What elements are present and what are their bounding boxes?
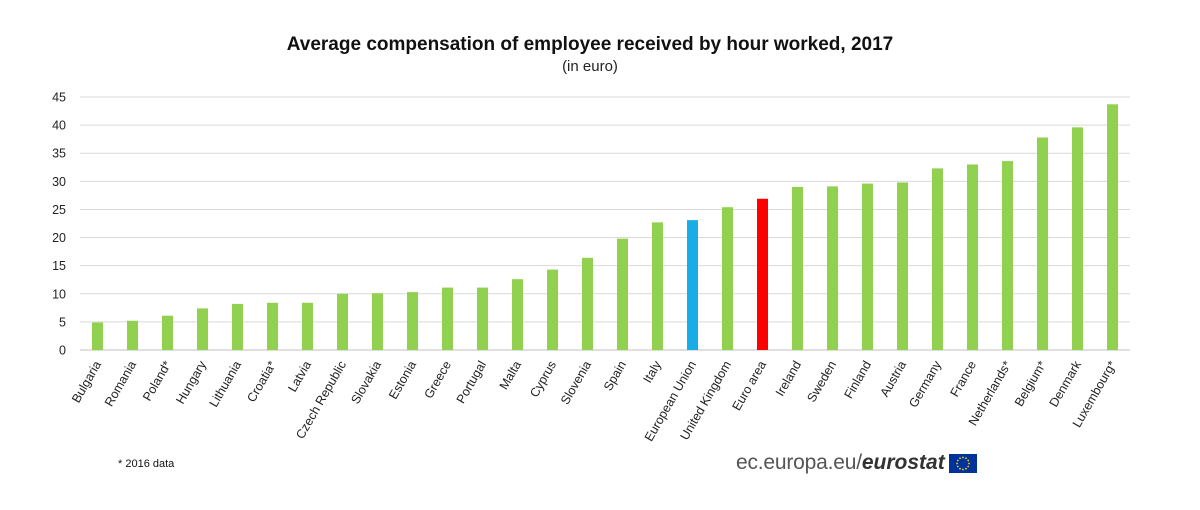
x-tick-label: Germany — [906, 358, 944, 410]
bar-finland — [862, 183, 873, 350]
bars — [92, 104, 1118, 350]
source-credit[interactable]: ec.europa.eu/ eurostat — [736, 450, 977, 476]
y-axis-tick-labels: 0 5 10 15 20 25 30 35 40 45 — [52, 91, 66, 358]
bar-austria — [897, 182, 908, 350]
y-tick-label: 35 — [52, 147, 66, 161]
x-tick-label: Estonia — [386, 358, 419, 401]
bar-netherlands — [1002, 161, 1013, 350]
y-tick-label: 5 — [59, 315, 66, 329]
y-tick-label: 25 — [52, 203, 66, 217]
y-tick-label: 30 — [52, 175, 66, 189]
bar-france — [967, 164, 978, 350]
x-tick-label: Italy — [641, 358, 665, 386]
source-brand: eurostat — [861, 451, 945, 474]
bar-spain — [617, 238, 628, 350]
bar-united-kingdom — [722, 207, 733, 350]
bar-greece — [442, 287, 453, 350]
x-tick-label: Slovenia — [558, 358, 594, 407]
y-tick-label: 45 — [52, 91, 66, 105]
bar-belgium — [1037, 137, 1048, 350]
x-tick-label: Poland* — [140, 358, 174, 403]
bar-denmark — [1072, 127, 1083, 350]
x-tick-label: Malta — [497, 358, 524, 392]
bar-germany — [932, 168, 943, 350]
bar-bulgaria — [92, 322, 103, 350]
bar-czech-republic — [337, 293, 348, 350]
x-tick-label: Croatia* — [244, 358, 279, 404]
x-tick-label: Latvia — [285, 358, 314, 394]
x-tick-label: Ireland — [773, 358, 804, 398]
bar-slovenia — [582, 257, 593, 350]
x-tick-label: France — [948, 358, 980, 399]
x-tick-label: Denmark — [1047, 358, 1085, 410]
x-tick-label: Sweden — [804, 358, 839, 404]
bar-euro-area — [757, 198, 768, 350]
y-tick-label: 0 — [59, 344, 66, 358]
bar-ireland — [792, 186, 803, 350]
chart-subtitle: (in euro) — [562, 58, 618, 75]
x-tick-label: Austria — [878, 358, 910, 399]
y-tick-label: 10 — [52, 287, 66, 301]
y-tick-label: 20 — [52, 231, 66, 245]
x-tick-label: Bulgaria — [69, 358, 104, 405]
bar-sweden — [827, 186, 838, 350]
x-tick-label: Spain — [601, 358, 629, 393]
grid-lines — [80, 96, 1130, 351]
bar-hungary — [197, 308, 208, 350]
footnote: * 2016 data — [118, 458, 175, 470]
x-tick-label: Belgium* — [1012, 358, 1049, 408]
bar-italy — [652, 222, 663, 350]
chart-title: Average compensation of employee receive… — [286, 34, 894, 55]
bar-romania — [127, 320, 138, 350]
x-tick-label: Portugal — [454, 359, 489, 406]
y-tick-label: 40 — [52, 119, 66, 133]
x-tick-label: Finland — [841, 358, 874, 401]
x-tick-label: Slovakia — [348, 358, 384, 406]
x-tick-label: Cyprus — [527, 359, 559, 400]
bar-estonia — [407, 292, 418, 350]
source-url: ec.europa.eu/ — [736, 451, 862, 474]
x-tick-label: Hungary — [173, 358, 209, 407]
bar-european-union — [687, 220, 698, 350]
bar-slovakia — [372, 293, 383, 350]
x-tick-label: Euro area — [730, 358, 770, 413]
x-tick-label: Lithuania — [207, 358, 245, 409]
y-tick-label: 15 — [52, 259, 66, 273]
x-tick-label: Greece — [421, 358, 454, 401]
bar-latvia — [302, 302, 313, 350]
x-tick-label: Romania — [102, 358, 139, 408]
bar-portugal — [477, 287, 488, 350]
bar-lithuania — [232, 303, 243, 350]
bar-poland — [162, 315, 173, 350]
bar-croatia — [267, 302, 278, 350]
eu-flag-icon — [948, 453, 977, 473]
bar-malta — [512, 279, 523, 350]
bar-luxembourg — [1107, 104, 1118, 350]
bar-cyprus — [547, 269, 558, 350]
